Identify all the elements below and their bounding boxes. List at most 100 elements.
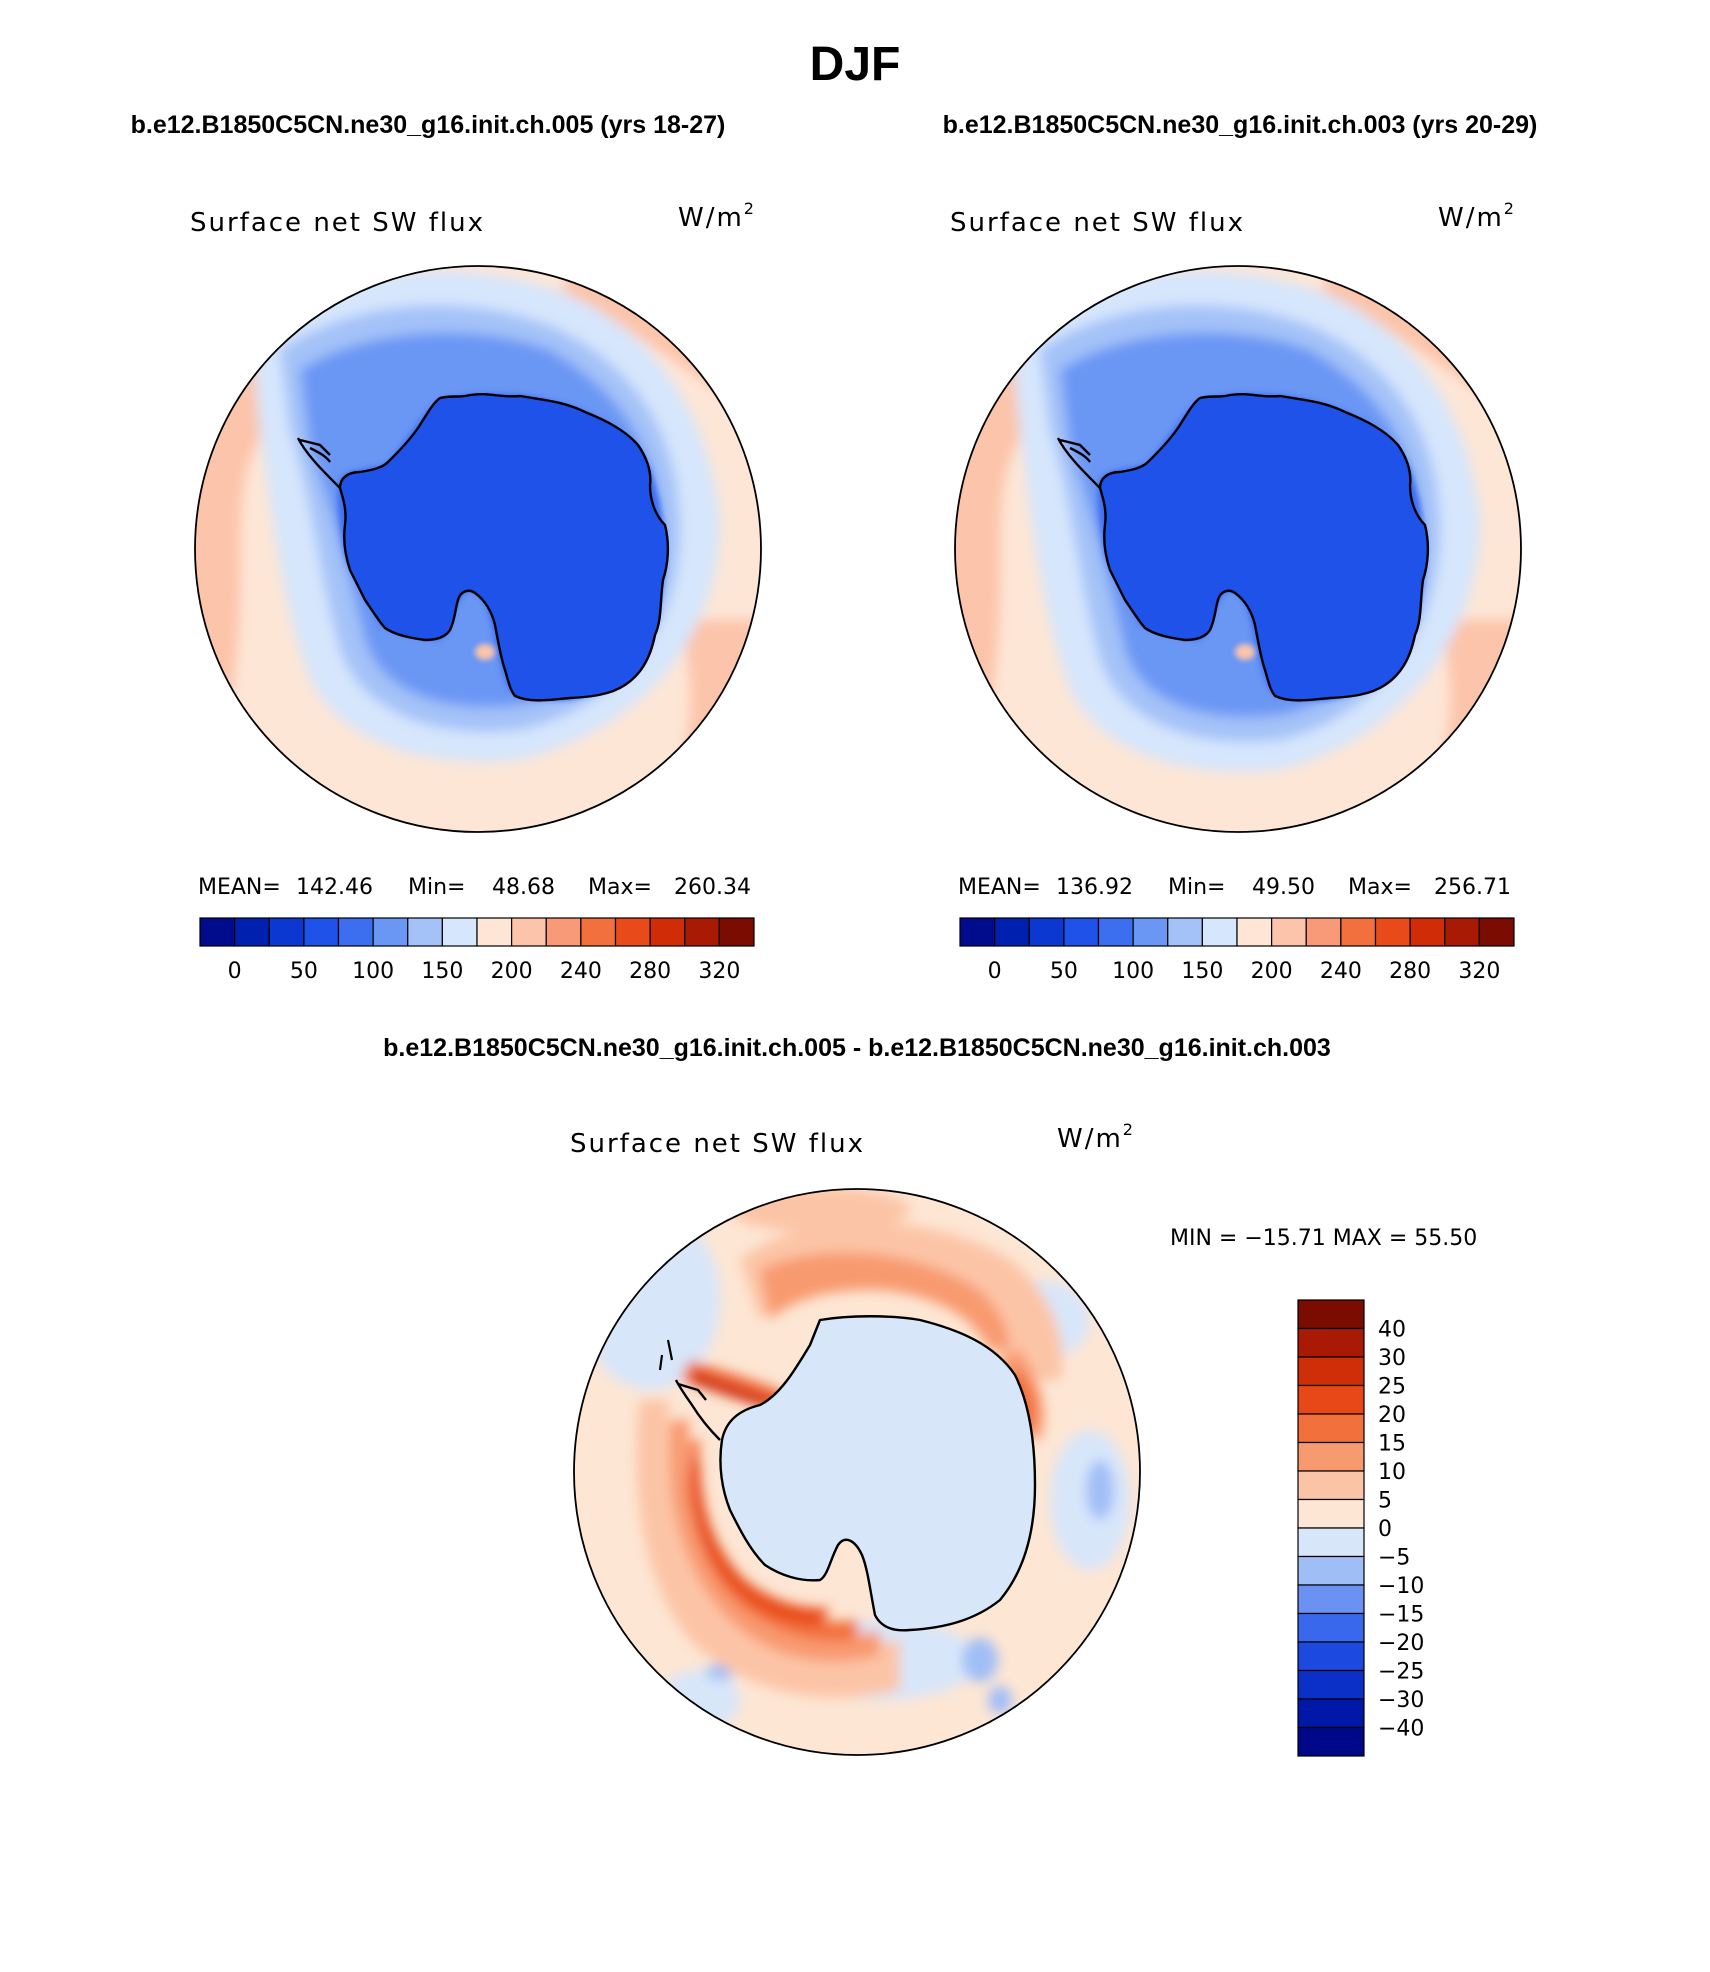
panel-1-colorbar-tick-label: 200 <box>491 959 533 984</box>
panel-1-colorbar: 0 50 100 150 200 240 280 320 <box>199 917 755 984</box>
diff-map-field <box>574 1189 1140 1755</box>
diff-colorbar-swatch <box>1297 1641 1365 1672</box>
diff-colorbar-tick-label: 5 <box>1378 1489 1392 1514</box>
difference-header: b.e12.B1850C5CN.ne30_g16.init.ch.005 - b… <box>383 1034 1331 1062</box>
panel-2-colorbar-swatch <box>1305 917 1342 947</box>
diff-colorbar-swatch <box>1297 1612 1365 1643</box>
panel-2-units: W/m2 <box>1438 199 1516 233</box>
season-title: DJF <box>810 38 901 91</box>
panel-2-colorbar: 0 50 100 150 200 240 280 320 <box>959 917 1515 984</box>
panel-1-colorbar-swatch <box>511 917 547 947</box>
panel-1-min-value: 48.68 <box>492 875 555 900</box>
diff-colorbar-swatch <box>1297 1584 1365 1615</box>
panel-2-variable-title: Surface net SW flux <box>950 208 1245 238</box>
diff-min-max: MIN = −15.71 MAX = 55.50 <box>1170 1226 1477 1251</box>
diff-colorbar-swatch <box>1297 1698 1365 1729</box>
diff-colorbar-swatch <box>1297 1384 1365 1415</box>
diff-colorbar-tick-label: −40 <box>1378 1717 1424 1742</box>
panel-1-colorbar-swatch <box>684 917 720 947</box>
diff-colorbar-tick-label: 20 <box>1378 1403 1406 1428</box>
panel-2-colorbar-swatch <box>1236 917 1273 947</box>
panel-1-colorbar-swatch <box>649 917 686 947</box>
panel-2-colorbar-tick-label: 280 <box>1389 959 1431 984</box>
panel-2-colorbar-swatch <box>1028 917 1065 947</box>
diff-colorbar-swatch <box>1297 1413 1365 1444</box>
diff-colorbar-swatch <box>1297 1441 1365 1472</box>
panel-2-mean-label: MEAN= <box>958 875 1041 900</box>
panel-2-colorbar-tick-label: 200 <box>1251 959 1293 984</box>
panel-1-map-boundary <box>194 265 762 833</box>
panel-2-colorbar-tick-label: 320 <box>1458 959 1500 984</box>
panel-1-colorbar-swatch <box>372 917 409 947</box>
diff-colorbar-swatch <box>1297 1669 1365 1700</box>
panel-1-max-value: 260.34 <box>674 875 751 900</box>
diff-variable-title: Surface net SW flux <box>570 1129 865 1159</box>
panel-1-colorbar-swatch <box>337 917 374 947</box>
diff-colorbar-swatch <box>1297 1299 1365 1330</box>
panel-2-mean-value: 136.92 <box>1056 875 1133 900</box>
panel-2: Surface net SW flux W/m2 MEAN <box>950 199 1522 984</box>
panel-2-coastline <box>1056 392 1430 702</box>
diff-colorbar-tick-label: 10 <box>1378 1460 1406 1485</box>
panel-1-mean-value: 142.46 <box>296 875 373 900</box>
panel-1-colorbar-swatch <box>476 917 513 947</box>
diff-colorbar-tick-label: 0 <box>1378 1517 1392 1542</box>
panel-1: Surface net SW flux W/m2 MEAN <box>190 199 762 984</box>
panel-1-colorbar-swatch <box>407 917 443 947</box>
diff-colorbar-tick-label: −20 <box>1378 1631 1424 1656</box>
panel-1-units: W/m2 <box>678 199 756 233</box>
panel-2-colorbar-swatch <box>1132 917 1169 947</box>
panel-2-colorbar-swatch <box>1340 917 1377 947</box>
header-case-right: b.e12.B1850C5CN.ne30_g16.init.ch.003 (yr… <box>943 111 1538 139</box>
panel-1-colorbar-tick-label: 280 <box>629 959 671 984</box>
panel-1-colorbar-tick-label: 50 <box>290 959 318 984</box>
diff-colorbar: 40 30 25 20 15 10 5 0 −5 −10 −15 −20 −25 −30 −40 <box>1297 1299 1424 1757</box>
diff-colorbar-tick-label: 30 <box>1378 1346 1406 1371</box>
diff-colorbar-tick-label: −10 <box>1378 1574 1424 1599</box>
diff-colorbar-tick-label: 15 <box>1378 1432 1406 1457</box>
difference-panel: Surface net SW flux W/m2 MIN = −15.71 MA… <box>570 1120 1477 1757</box>
diff-colorbar-swatch <box>1297 1527 1365 1558</box>
diff-coastline <box>719 1315 1037 1632</box>
panel-2-colorbar-tick-label: 240 <box>1320 959 1362 984</box>
panel-1-colorbar-swatch <box>234 917 270 947</box>
panel-1-colorbar-tick-label: 0 <box>228 959 242 984</box>
diff-colorbar-swatch <box>1297 1555 1365 1586</box>
panel-2-colorbar-swatch <box>1374 917 1411 947</box>
diff-colorbar-swatch <box>1297 1356 1365 1387</box>
panel-2-min-label: Min= <box>1168 875 1225 900</box>
panel-2-colorbar-swatch <box>1271 917 1307 947</box>
panel-2-colorbar-swatch <box>1063 917 1100 947</box>
panel-2-colorbar-tick-label: 100 <box>1112 959 1154 984</box>
panel-1-colorbar-tick-label: 150 <box>421 959 463 984</box>
diff-units: W/m2 <box>1057 1120 1135 1154</box>
panel-1-coastline <box>296 392 670 702</box>
panel-1-colorbar-swatch <box>718 917 755 947</box>
panel-1-colorbar-tick-label: 100 <box>352 959 394 984</box>
panel-1-colorbar-tick-label: 240 <box>560 959 602 984</box>
panel-1-colorbar-swatch <box>268 917 305 947</box>
panel-1-colorbar-swatch <box>303 917 340 947</box>
panel-2-map-boundary <box>954 265 1522 833</box>
panel-2-colorbar-swatch <box>959 917 996 947</box>
diff-map-boundary <box>573 1188 1141 1756</box>
panel-2-colorbar-swatch <box>994 917 1030 947</box>
panel-2-colorbar-tick-label: 0 <box>988 959 1002 984</box>
panel-2-colorbar-swatch <box>1167 917 1203 947</box>
panel-2-map-field <box>955 266 1521 832</box>
diff-colorbar-tick-label: −25 <box>1378 1660 1424 1685</box>
panel-1-colorbar-swatch <box>580 917 617 947</box>
panel-1-min-label: Min= <box>408 875 465 900</box>
panel-1-colorbar-tick-label: 320 <box>698 959 740 984</box>
diff-colorbar-swatch <box>1297 1498 1365 1529</box>
panel-2-colorbar-swatch <box>1409 917 1446 947</box>
panel-1-mean-label: MEAN= <box>198 875 281 900</box>
panel-2-colorbar-swatch <box>1201 917 1238 947</box>
panel-1-colorbar-swatch <box>614 917 651 947</box>
panel-2-max-label: Max= <box>1348 875 1412 900</box>
panel-1-colorbar-swatch <box>441 917 478 947</box>
panel-2-stats: MEAN= 136.92 Min= 49.50 Max= 256.71 <box>958 875 1511 900</box>
diff-colorbar-tick-label: −5 <box>1378 1546 1410 1571</box>
diff-colorbar-tick-label: −15 <box>1378 1603 1424 1628</box>
